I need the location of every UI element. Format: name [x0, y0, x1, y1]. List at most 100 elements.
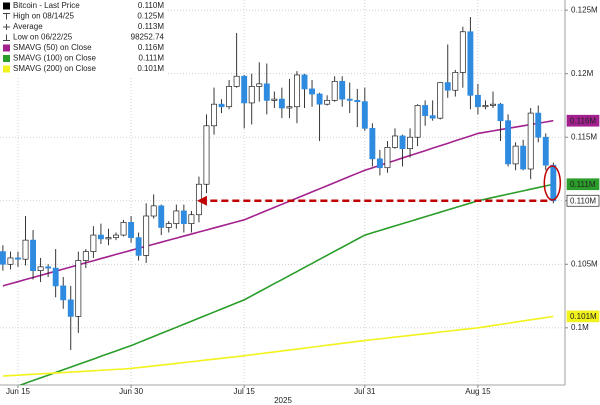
candle-body [75, 260, 82, 317]
x-axis-label: 2025 [274, 396, 292, 405]
candle-body [271, 98, 278, 101]
x-tick-label: Jun 15 [6, 387, 31, 396]
candle-body [459, 31, 466, 73]
candle-body [82, 251, 89, 261]
candle-body [512, 145, 519, 165]
candle-body [542, 136, 549, 166]
candle-body [105, 237, 112, 240]
candle-body [407, 136, 414, 150]
x-tick-label: Jul 31 [354, 387, 376, 396]
candle-body [120, 222, 127, 236]
candle-body [203, 125, 210, 185]
legend-label: Low on 06/22/25 [13, 33, 73, 42]
candle-body [188, 214, 195, 224]
legend-value: 0.116M [138, 43, 164, 52]
candle-body [286, 106, 293, 109]
candle-body [505, 120, 512, 165]
end-label-box [566, 310, 600, 323]
candle-body [482, 105, 489, 108]
x-tick-label: Aug 15 [465, 387, 491, 396]
legend-label: Average [13, 22, 43, 31]
y-tick-label: 0.115M [571, 132, 597, 141]
legend-swatch [3, 65, 10, 73]
x-tick-label: Jun 30 [119, 387, 144, 396]
y-tick-label: 0.105M [571, 259, 598, 268]
end-label-box [566, 194, 600, 207]
candle-body [241, 75, 248, 104]
candle-body [392, 135, 398, 148]
candle-body [67, 299, 74, 317]
y-tick-label: 0.12M [571, 69, 594, 78]
candle-body [45, 266, 52, 269]
legend-swatch [3, 55, 10, 62]
candle-body [22, 239, 29, 260]
candle-body [444, 82, 451, 91]
candle-body [150, 205, 157, 217]
candle-body [7, 257, 14, 265]
legend-box [0, 0, 168, 76]
candle-body [316, 93, 323, 105]
legend-value: 0.110M [138, 1, 164, 10]
candle-body [233, 75, 240, 87]
candle-body [467, 31, 474, 96]
candle-body [158, 205, 165, 228]
candle-body [361, 101, 368, 129]
candle-body [550, 164, 557, 202]
legend-value: 0.125M [137, 12, 164, 21]
candle-body [30, 239, 37, 271]
candle-body [113, 234, 119, 238]
candle-body [0, 251, 6, 265]
candle-body [414, 105, 421, 138]
end-label-box [566, 178, 600, 191]
candle-body [128, 222, 135, 238]
candle-body [331, 80, 338, 101]
candle-body [474, 94, 481, 108]
y-tick-label: 0.1M [571, 323, 589, 332]
candle-body [354, 100, 361, 103]
y-tick-label: 0.125M [571, 5, 598, 14]
candle-body [180, 210, 187, 224]
candle-body [429, 115, 436, 119]
candle-body [211, 103, 217, 127]
legend-label: SMAVG (200) on Close [13, 64, 97, 73]
ma-line [2, 119, 554, 287]
candle-body [165, 223, 172, 228]
candle-body [135, 237, 142, 256]
candle-body [173, 210, 180, 224]
end-label-box [566, 114, 600, 127]
candle-body [15, 257, 21, 260]
candle-body [490, 103, 496, 106]
candle-body [324, 100, 331, 105]
candle-body [301, 74, 308, 90]
candle-body [90, 234, 97, 252]
candle-body [422, 105, 429, 116]
candle-body [97, 234, 104, 240]
candle-body [60, 285, 67, 301]
candle-body [399, 135, 406, 150]
legend-marker [3, 24, 10, 30]
legend-label: SMAVG (50) on Close [13, 43, 92, 52]
legend-label: Bitcoin - Last Price [13, 1, 80, 10]
legend-value: 0.101M [137, 64, 164, 73]
candle-body [309, 88, 315, 95]
candle-body [143, 215, 150, 256]
candle-body [346, 98, 353, 101]
annotation-circle [543, 165, 562, 201]
candle-body [452, 72, 459, 91]
ma-line [18, 183, 554, 385]
candle-body [37, 266, 44, 271]
legend-value: 0.113M [138, 22, 164, 31]
end-label: 0.101M [570, 312, 597, 321]
candle-body [527, 112, 534, 170]
legend-label: SMAVG (100) on Close [13, 54, 97, 63]
candle-body [520, 145, 527, 170]
legend-marker [3, 13, 10, 20]
candle-body [384, 147, 391, 169]
legend-marker [3, 34, 10, 41]
candle-body [278, 98, 285, 109]
candle-body [369, 127, 376, 160]
candle-body [218, 103, 225, 108]
candle-body [256, 83, 263, 87]
annotation-arrowhead [196, 195, 207, 206]
legend: Bitcoin - Last Price 0.110M High on 08/14/… [0, 0, 168, 76]
